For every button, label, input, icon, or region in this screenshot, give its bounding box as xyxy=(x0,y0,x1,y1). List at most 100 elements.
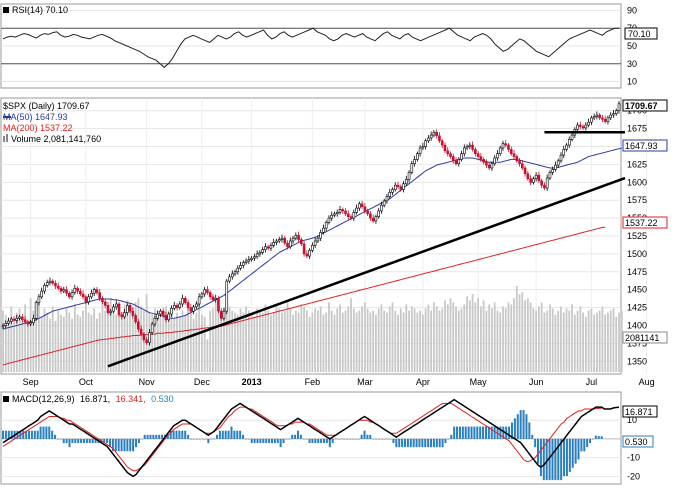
volume-bar xyxy=(192,318,195,372)
macd-hist-bar xyxy=(54,434,57,439)
ma50-legend-label: MA(50) 1647.93 xyxy=(3,112,68,122)
volume-bar xyxy=(355,312,358,372)
candle-body xyxy=(73,287,77,293)
volume-bar xyxy=(300,304,303,372)
candle-body xyxy=(189,307,193,312)
volume-bar xyxy=(206,339,209,372)
candle-body xyxy=(87,296,90,303)
volume-bar xyxy=(479,306,482,372)
candle-body xyxy=(175,305,179,308)
price-tick-label: 1625 xyxy=(627,159,647,169)
candle-body xyxy=(258,252,262,255)
macd-hist-bar xyxy=(395,438,398,448)
candle-body xyxy=(521,163,524,169)
macd-hist-bar xyxy=(4,430,7,439)
macd-hist-bar xyxy=(369,434,372,439)
rsi-tick-label: 50 xyxy=(627,41,637,51)
candle-body xyxy=(84,296,88,303)
candle-body xyxy=(501,143,505,149)
macd-hist-bar xyxy=(65,438,68,444)
candle-body xyxy=(454,160,458,165)
rsi-series-line xyxy=(2,27,620,68)
macd-hist-bar xyxy=(218,430,221,439)
candle-body xyxy=(70,292,74,298)
candle-body xyxy=(324,222,328,229)
macd-hist-bar xyxy=(363,430,366,439)
macd-hist-bar xyxy=(250,438,253,444)
macd-legend-swatch xyxy=(3,396,9,402)
volume-bar xyxy=(209,310,212,372)
macd-hist-bar xyxy=(216,434,219,439)
macd-hist-bar xyxy=(7,430,10,439)
volume-bar xyxy=(156,310,159,372)
price-tick-label: 1475 xyxy=(627,267,647,277)
macd-hist-bar xyxy=(273,438,276,444)
volume-bar xyxy=(24,304,26,372)
volume-bar xyxy=(377,308,380,372)
macd-hist-bar xyxy=(16,430,19,439)
candle-body xyxy=(214,297,217,301)
macd-hist-bar xyxy=(461,426,464,439)
macd-hist-bar xyxy=(152,434,155,439)
macd-hist-bar xyxy=(68,438,71,448)
price-x-axis: Sep Oct Nov Dec 2013 Feb Mar Apr May Jun Jul Aug xyxy=(23,377,655,387)
macd-hist-bar xyxy=(534,438,537,448)
candle-body xyxy=(131,310,135,316)
candle-body xyxy=(485,161,488,166)
volume-bar xyxy=(7,318,10,372)
candle-body xyxy=(490,163,494,169)
candle-body xyxy=(266,246,270,249)
volume-bar xyxy=(424,308,427,372)
candle-body xyxy=(479,156,483,160)
volume-bar xyxy=(341,312,344,372)
candle-body xyxy=(181,297,184,305)
volume-bar xyxy=(29,298,32,372)
candle-body xyxy=(98,292,101,299)
candle-body xyxy=(515,156,519,162)
candle-body xyxy=(504,143,508,146)
macd-hist-bar xyxy=(325,438,328,444)
candle-body xyxy=(529,178,532,183)
macd-hist-bar xyxy=(155,434,158,439)
macd-hist-bar xyxy=(242,434,245,439)
volume-bar xyxy=(399,308,402,372)
volume-bar xyxy=(151,314,154,372)
hist-value-tag: 0.530 xyxy=(622,435,654,448)
candle-body xyxy=(438,135,441,142)
candle-body xyxy=(346,213,350,217)
volume-bar xyxy=(231,310,234,372)
volume-bar xyxy=(361,306,364,372)
macd-hist-bar xyxy=(487,426,490,439)
candle-body xyxy=(45,282,49,286)
macd-hist-bar xyxy=(262,438,265,444)
x-tick-label: Apr xyxy=(416,377,430,387)
macd-hist-bar xyxy=(143,434,146,439)
volume-bar xyxy=(438,310,441,372)
macd-y-axis: 100-10-20 xyxy=(627,415,640,481)
candle-body xyxy=(358,203,361,209)
candle-body xyxy=(178,303,182,308)
macd-hist-bar xyxy=(383,438,386,440)
volume-bar xyxy=(468,300,471,372)
candle-body xyxy=(54,282,57,287)
macd-hist-bar xyxy=(28,430,31,439)
candle-body xyxy=(592,116,596,119)
candle-body xyxy=(156,313,159,319)
volume-bar xyxy=(68,312,71,372)
macd-hist-bar xyxy=(123,438,126,452)
candle-body xyxy=(316,237,320,242)
rsi-last-value-box xyxy=(624,27,658,40)
price-legend: $SPX (Daily) 1709.67 MA(50) 1647.93 MA(2… xyxy=(3,101,101,144)
volume-bar xyxy=(427,304,430,372)
volume-value-tag: 2081141 xyxy=(622,331,668,344)
trendlines xyxy=(107,130,626,368)
volume-bars xyxy=(2,286,623,372)
macd-hist-bar xyxy=(349,438,352,440)
volume-bar xyxy=(112,308,115,372)
volume-bar xyxy=(463,304,466,372)
volume-bar xyxy=(330,310,333,372)
candle-body xyxy=(244,260,248,263)
candle-body xyxy=(509,149,513,154)
macd-hist-bar xyxy=(470,426,473,439)
macd-hist-bar xyxy=(450,434,453,439)
